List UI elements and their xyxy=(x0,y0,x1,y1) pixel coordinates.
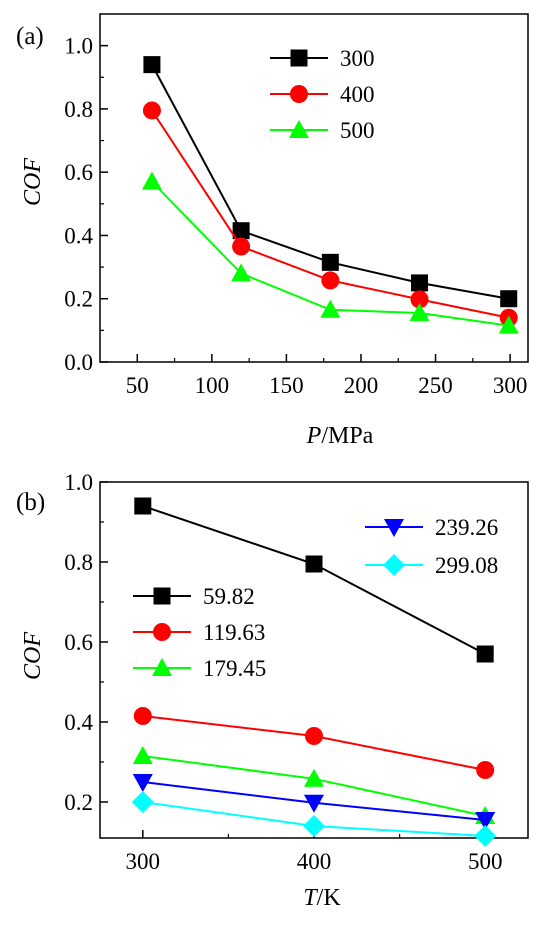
plot-frame xyxy=(99,13,529,363)
y-tick-label: 0.6 xyxy=(64,630,93,655)
data-point xyxy=(132,774,153,792)
x-axis-unit: /K xyxy=(317,885,342,911)
panel-label: (a) xyxy=(16,23,44,50)
legend-label: 119.63 xyxy=(203,620,265,645)
x-tick-label: 150 xyxy=(269,373,304,398)
x-axis-variable: P xyxy=(306,423,322,449)
series-239.26 xyxy=(132,774,496,830)
legend: 59.82 119.63 179.45 xyxy=(133,584,266,681)
y-tick-label: 0.0 xyxy=(64,350,93,375)
data-point xyxy=(320,299,341,318)
legend: 239.26 299.08 xyxy=(365,515,498,578)
x-tick-label: 300 xyxy=(126,849,161,874)
y-tick-label: 0.8 xyxy=(64,97,93,122)
x-axis-label: T/K xyxy=(303,885,341,911)
data-point xyxy=(134,497,152,515)
legend-label: 299.08 xyxy=(435,553,498,578)
data-point xyxy=(474,825,497,847)
data-point xyxy=(500,290,518,308)
y-tick-label: 0.2 xyxy=(64,287,93,312)
data-point xyxy=(321,271,340,290)
y-tick-label: 0.4 xyxy=(64,710,93,735)
y-tick-label: 0.2 xyxy=(64,790,93,815)
panel-label: (b) xyxy=(16,489,45,516)
legend-label: 59.82 xyxy=(203,584,255,609)
data-point xyxy=(133,707,152,725)
x-tick-label: 50 xyxy=(126,373,149,398)
legend-marker xyxy=(289,120,309,138)
data-point xyxy=(321,253,339,271)
data-point xyxy=(303,815,325,837)
data-point xyxy=(232,237,251,256)
data-point xyxy=(305,727,323,745)
y-axis-label: COF xyxy=(20,632,46,680)
y-tick-label: 0.4 xyxy=(64,223,93,248)
y-tick-label: 1.0 xyxy=(64,34,93,59)
data-point xyxy=(142,101,161,120)
x-tick-label: 200 xyxy=(344,373,379,398)
series-300 xyxy=(143,56,518,308)
data-point xyxy=(411,274,429,292)
data-point xyxy=(132,746,153,764)
series-119.63 xyxy=(133,707,495,779)
legend-label: 300 xyxy=(340,46,375,71)
x-tick-label: 250 xyxy=(418,373,453,398)
legend: 300 400 500 xyxy=(270,46,375,143)
x-tick-label: 400 xyxy=(297,849,332,874)
series-299.08 xyxy=(131,791,497,847)
series-59.82 xyxy=(134,497,494,663)
chart-panel-1: 300 400 5000.20.40.60.81.0(b)T/KCOF239.262… xyxy=(16,470,529,911)
x-tick-label: 100 xyxy=(195,373,230,398)
data-point xyxy=(231,263,252,282)
data-point xyxy=(143,56,161,74)
series-line xyxy=(142,505,486,655)
data-point xyxy=(409,302,430,321)
data-point xyxy=(304,794,324,813)
data-point xyxy=(476,645,494,663)
legend-marker xyxy=(152,658,172,676)
series-400 xyxy=(142,101,518,327)
x-axis-variable: T xyxy=(303,885,318,911)
data-point xyxy=(304,768,324,787)
legend-marker xyxy=(290,85,308,103)
x-axis-unit: /MPa xyxy=(321,423,373,449)
data-point xyxy=(475,812,496,830)
data-point xyxy=(410,290,429,309)
y-axis-label: COF xyxy=(20,158,46,206)
chart-panel-0: 50 100 150 200 250 300 0.0 0.2 0.4 0.6 0.8 1.0 (a) P/… xyxy=(16,13,529,449)
y-tick-label: 0.8 xyxy=(64,550,93,575)
legend-marker xyxy=(153,623,171,641)
legend-marker xyxy=(383,554,405,576)
data-point xyxy=(141,171,162,190)
legend-label: 179.45 xyxy=(203,656,266,681)
data-point xyxy=(305,555,323,573)
legend-marker xyxy=(153,587,171,605)
legend-label: 239.26 xyxy=(435,515,498,540)
data-point xyxy=(498,315,519,334)
y-tick-label: 0.6 xyxy=(64,160,93,185)
legend-marker xyxy=(290,49,308,67)
legend-label: 500 xyxy=(340,118,375,143)
x-tick-label: 500 xyxy=(468,849,503,874)
y-tick-label: 1.0 xyxy=(64,470,93,495)
x-axis-label: P/MPa xyxy=(306,423,374,449)
data-point xyxy=(476,761,495,779)
legend-label: 400 xyxy=(340,82,375,107)
legend-marker xyxy=(384,519,404,537)
data-point xyxy=(131,791,154,813)
data-point xyxy=(232,222,250,240)
series-500 xyxy=(141,171,519,334)
x-tick-label: 300 xyxy=(493,373,528,398)
